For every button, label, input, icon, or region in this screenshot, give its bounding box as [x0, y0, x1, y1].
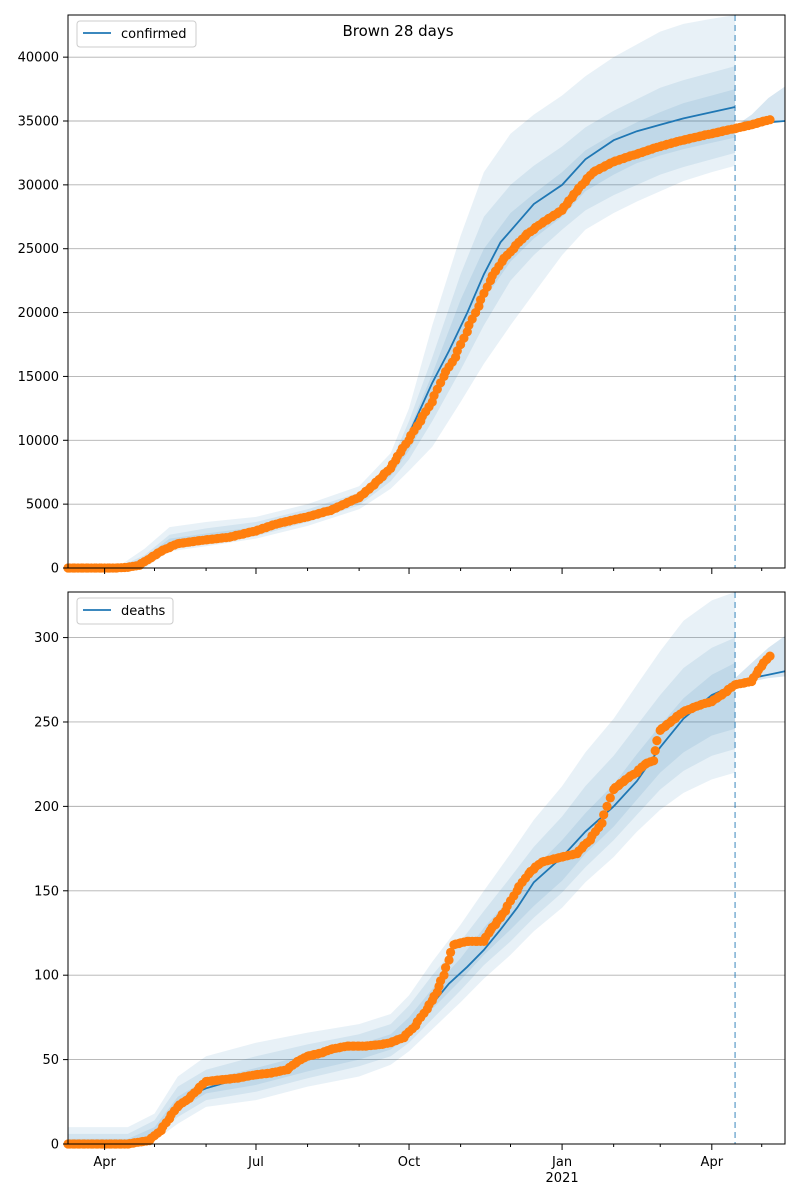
x-tick-label: Oct: [398, 1155, 420, 1170]
deaths-observed-point: [446, 947, 456, 958]
x-tick-label: Apr: [93, 1155, 116, 1170]
confirmed-observed-point: [765, 115, 775, 125]
deaths-observed-point: [444, 955, 454, 965]
deaths-y-tick-label: 150: [34, 884, 59, 899]
confirmed-gridlines: [68, 56, 785, 505]
deaths-observed-points: [63, 651, 775, 1149]
confirmed-y-tick-label: 35000: [18, 115, 59, 130]
deaths-observed-point: [602, 801, 612, 812]
x-tick-label: Jan: [551, 1155, 572, 1170]
confirmed-legend-box: [76, 20, 197, 48]
confirmed-y-tick-label: 5000: [26, 498, 59, 513]
confirmed-uncertainty-bands: [68, 15, 785, 568]
deaths-plot-frame: [67, 591, 786, 1145]
deaths-observed-point: [765, 651, 775, 661]
confirmed-legend: confirmed: [76, 20, 197, 48]
deaths-observed-point: [439, 970, 449, 980]
deaths-y-tick-label: 50: [42, 1053, 59, 1068]
deaths-observed-point: [649, 756, 659, 766]
confirmed-band-inner: [68, 89, 736, 568]
deaths-band-outer: [68, 592, 736, 1144]
x-tick-year-label: 2021: [546, 1171, 579, 1186]
deaths-y-tick-label: 300: [34, 631, 59, 646]
deaths-legend-label: deaths: [121, 604, 166, 619]
deaths-observed-point: [605, 793, 615, 803]
confirmed-chart: 0 5000 10000 15000 20000 25000 30000 35000 40000…: [18, 14, 786, 577]
deaths-y-tick-label: 0: [51, 1138, 59, 1153]
confirmed-y-tick-label: 10000: [18, 434, 59, 449]
confirmed-observed-points: [63, 115, 775, 573]
deaths-uncertainty-bands: [68, 592, 785, 1144]
deaths-y-tick-label: 200: [34, 800, 59, 815]
confirmed-y-tick-label: 40000: [18, 51, 59, 66]
confirmed-y-tick-label: 15000: [18, 370, 59, 385]
confirmed-plot-frame: [67, 14, 786, 569]
confirmed-y-tick-label: 30000: [18, 178, 59, 193]
x-tick-label: Jul: [247, 1155, 264, 1170]
deaths-y-tick-label: 100: [34, 969, 59, 984]
deaths-y-ticks: 0 50 100 150 200 250 300: [34, 631, 68, 1153]
confirmed-x-ticks: [104, 568, 763, 574]
confirmed-band-middle: [68, 66, 736, 568]
deaths-y-tick-label: 250: [34, 715, 59, 730]
confirmed-y-ticks: 0 5000 10000 15000 20000 25000 30000 35000 40000: [18, 51, 68, 577]
confirmed-y-tick-label: 0: [51, 562, 59, 577]
deaths-legend-box: [76, 597, 174, 625]
confirmed-band-outer: [68, 15, 736, 568]
deaths-observed-point: [652, 736, 662, 746]
deaths-observed-point: [650, 746, 660, 756]
deaths-legend: deaths: [76, 597, 174, 625]
confirmed-legend-label: confirmed: [121, 27, 187, 42]
x-tick-label: Apr: [701, 1155, 724, 1170]
figure-title: Brown 28 days: [342, 22, 453, 40]
confirmed-y-tick-label: 20000: [18, 306, 59, 321]
confirmed-y-tick-label: 25000: [18, 242, 59, 257]
deaths-observed-point: [441, 963, 451, 973]
deaths-observed-point: [597, 818, 607, 828]
deaths-observed-point: [599, 810, 609, 820]
